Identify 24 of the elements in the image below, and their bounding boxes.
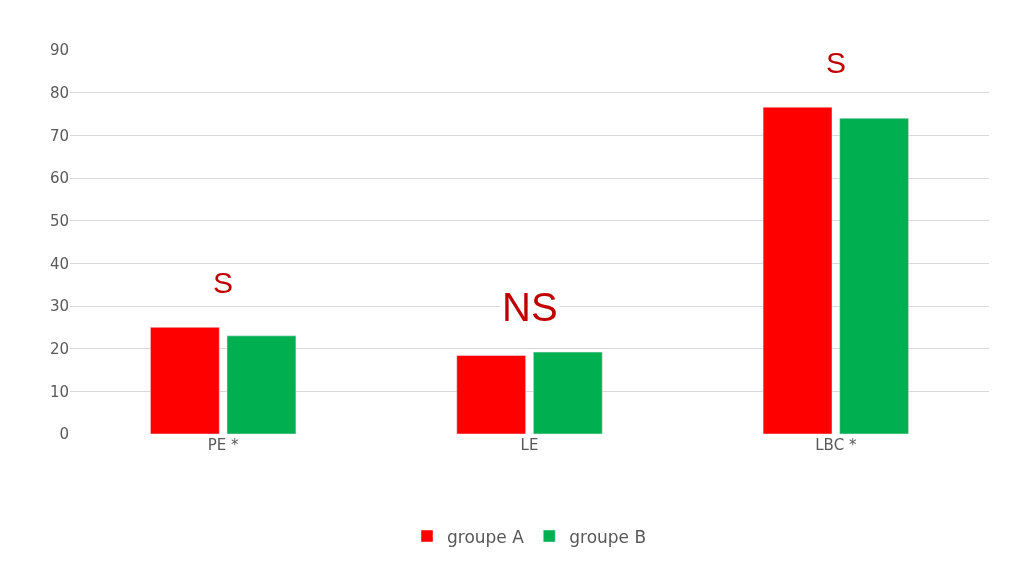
y-tick-label: 90 (49, 41, 69, 60)
annotation: S (213, 266, 234, 299)
y-tick-label: 30 (49, 297, 69, 316)
annotation: NS (502, 285, 558, 329)
y-tick-label: 50 (49, 211, 69, 230)
y-tick-label: 20 (49, 339, 69, 358)
y-tick-label: 40 (49, 254, 69, 273)
y-tick-label: 10 (49, 382, 69, 401)
bar (456, 355, 526, 434)
y-tick-label: 80 (49, 83, 69, 102)
bar (150, 327, 220, 434)
y-tick-label: 70 (49, 126, 69, 145)
x-tick-label: LBC * (815, 436, 857, 454)
legend-label: groupe A (447, 526, 525, 547)
legend-label: groupe B (569, 526, 647, 547)
y-tick-label: 60 (49, 169, 69, 188)
bar (226, 335, 297, 434)
x-tick-label: LE (520, 436, 539, 454)
bar (533, 351, 603, 434)
bar (839, 118, 909, 434)
y-tick-label: 0 (59, 425, 69, 444)
x-tick-label: PE * (207, 436, 240, 454)
annotation: S (826, 46, 847, 79)
bar (762, 106, 833, 434)
